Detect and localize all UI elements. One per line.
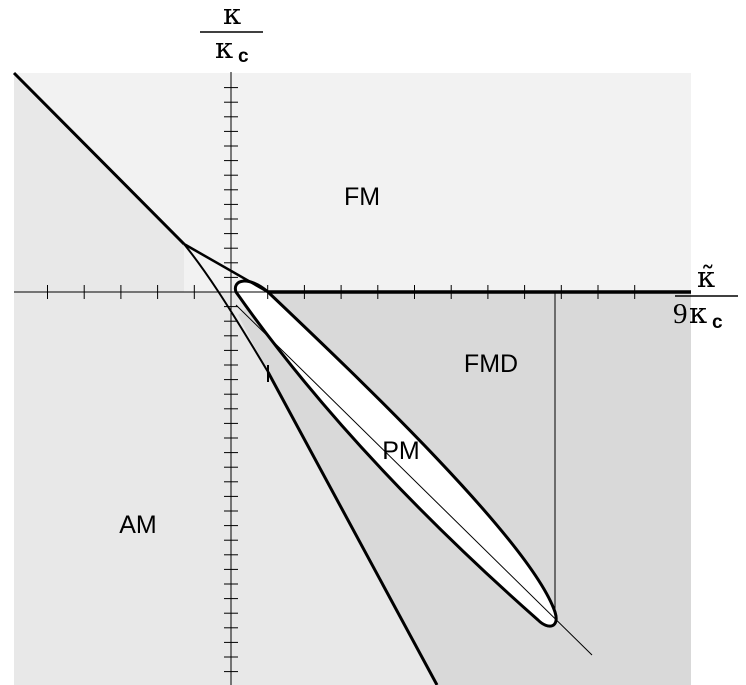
- am-fmd-boundary: [266, 371, 439, 685]
- x-axis-denominator-symbol: κ: [689, 296, 707, 330]
- am-label: AM: [119, 511, 157, 539]
- am-upper-wedge: [14, 73, 184, 292]
- x-axis-ticks: [47, 285, 636, 299]
- fmd-label: FMD: [464, 350, 518, 378]
- lower-cusp-curve: [183, 243, 269, 373]
- pm-diagonal: [235, 304, 593, 656]
- upper-cusp-line: [183, 242, 269, 294]
- x-axis-denominator-subscript: c: [712, 312, 723, 333]
- y-axis-denominator-subscript: c: [238, 46, 249, 67]
- x-axis-denominator-prefix: 9: [673, 298, 688, 330]
- fm-label: FM: [344, 183, 380, 211]
- pm-region: [233, 279, 558, 628]
- y-axis-numerator: κ: [223, 0, 241, 31]
- y-axis-ticks: [224, 87, 238, 673]
- x-axis-numerator: κ̃: [697, 260, 715, 294]
- pm-label: PM: [382, 437, 420, 465]
- x-axis-label: κ̃ 9 κ c: [673, 260, 738, 333]
- y-axis-denominator-symbol: κ: [215, 31, 233, 65]
- y-axis-label: κ κ c: [200, 0, 263, 67]
- am-fm-boundary: [12, 71, 186, 246]
